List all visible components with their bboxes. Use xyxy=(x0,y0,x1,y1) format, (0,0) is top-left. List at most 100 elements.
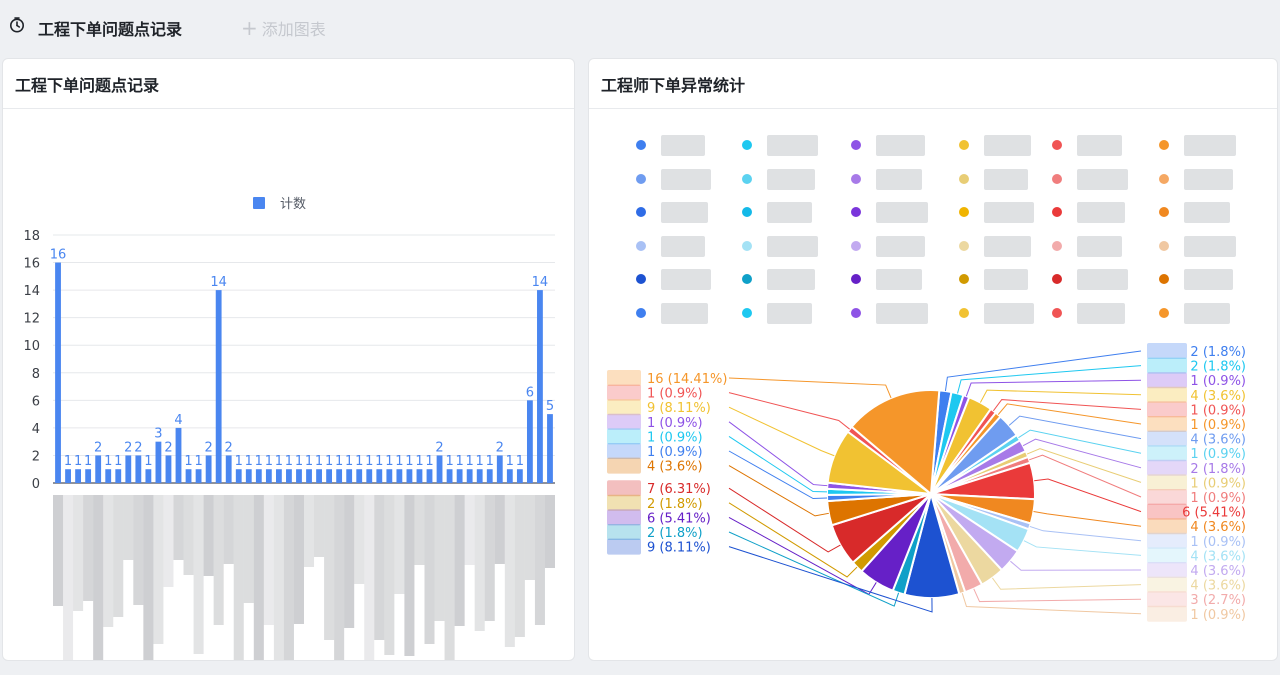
pie-slice[interactable] xyxy=(850,389,941,497)
bar[interactable] xyxy=(386,469,393,483)
bar[interactable] xyxy=(506,469,513,483)
legend-label-obscured[interactable] xyxy=(661,303,708,324)
legend-label-obscured[interactable] xyxy=(1077,236,1122,257)
bar[interactable] xyxy=(225,455,232,483)
bar[interactable] xyxy=(235,469,242,483)
bar[interactable] xyxy=(286,469,292,483)
legend-dot[interactable] xyxy=(957,205,971,219)
legend-dot[interactable] xyxy=(1157,272,1171,286)
legend-label[interactable]: 计数 xyxy=(280,197,306,212)
legend-dot[interactable] xyxy=(1050,239,1064,253)
legend-label-obscured[interactable] xyxy=(1184,236,1236,257)
bar[interactable] xyxy=(516,469,523,483)
legend-label-obscured[interactable] xyxy=(876,202,928,223)
legend-label-obscured[interactable] xyxy=(661,135,705,156)
bar[interactable] xyxy=(135,455,142,483)
bar[interactable] xyxy=(436,455,443,483)
legend-dot[interactable] xyxy=(1157,239,1171,253)
bar[interactable] xyxy=(346,469,353,483)
legend-dot[interactable] xyxy=(1050,272,1064,286)
legend-label-obscured[interactable] xyxy=(661,236,705,257)
bar[interactable] xyxy=(466,469,473,483)
legend-dot[interactable] xyxy=(634,172,648,186)
bar[interactable] xyxy=(296,469,302,483)
legend-label-obscured[interactable] xyxy=(1184,303,1230,324)
legend-dot[interactable] xyxy=(1050,306,1064,320)
legend-label-obscured[interactable] xyxy=(767,236,818,257)
legend-swatch[interactable] xyxy=(253,197,265,209)
legend-label-obscured[interactable] xyxy=(661,202,708,223)
legend-label-obscured[interactable] xyxy=(767,135,818,156)
legend-dot[interactable] xyxy=(849,306,863,320)
legend-dot[interactable] xyxy=(957,272,971,286)
legend-dot[interactable] xyxy=(1157,138,1171,152)
bar[interactable] xyxy=(366,469,373,483)
bar[interactable] xyxy=(205,455,212,483)
bar[interactable] xyxy=(105,469,112,483)
bar[interactable] xyxy=(316,469,322,483)
legend-dot[interactable] xyxy=(957,172,971,186)
legend-dot[interactable] xyxy=(1157,172,1171,186)
legend-dot[interactable] xyxy=(957,306,971,320)
legend-label-obscured[interactable] xyxy=(767,303,812,324)
bar[interactable] xyxy=(376,469,383,483)
bar[interactable] xyxy=(547,414,553,483)
legend-label-obscured[interactable] xyxy=(984,303,1034,324)
legend-label-obscured[interactable] xyxy=(984,236,1031,257)
legend-dot[interactable] xyxy=(957,239,971,253)
bar[interactable] xyxy=(165,455,172,483)
bar[interactable] xyxy=(245,469,252,483)
bar[interactable] xyxy=(396,469,403,483)
bar[interactable] xyxy=(145,469,152,483)
bar[interactable] xyxy=(326,469,333,483)
legend-label-obscured[interactable] xyxy=(1184,169,1233,190)
bar[interactable] xyxy=(496,455,503,483)
legend-dot[interactable] xyxy=(1157,205,1171,219)
legend-label-obscured[interactable] xyxy=(876,236,925,257)
bar[interactable] xyxy=(255,469,262,483)
legend-label-obscured[interactable] xyxy=(1184,269,1233,290)
bar[interactable] xyxy=(426,469,433,483)
bar[interactable] xyxy=(155,441,162,483)
legend-dot[interactable] xyxy=(849,205,863,219)
legend-dot[interactable] xyxy=(740,138,754,152)
legend-label-obscured[interactable] xyxy=(984,269,1028,290)
legend-label-obscured[interactable] xyxy=(767,269,815,290)
legend-label-obscured[interactable] xyxy=(1077,169,1128,190)
legend-dot[interactable] xyxy=(849,172,863,186)
legend-label-obscured[interactable] xyxy=(984,135,1031,156)
legend-dot[interactable] xyxy=(1157,306,1171,320)
legend-dot[interactable] xyxy=(957,138,971,152)
bar[interactable] xyxy=(406,469,413,483)
bar[interactable] xyxy=(125,455,132,483)
bar[interactable] xyxy=(95,455,102,483)
bar[interactable] xyxy=(275,469,282,483)
bar[interactable] xyxy=(336,469,343,483)
bar[interactable] xyxy=(175,427,182,483)
legend-label-obscured[interactable] xyxy=(876,135,925,156)
legend-label-obscured[interactable] xyxy=(984,169,1028,190)
legend-dot[interactable] xyxy=(1050,172,1064,186)
legend-label-obscured[interactable] xyxy=(1077,135,1122,156)
bar[interactable] xyxy=(356,469,363,483)
legend-label-obscured[interactable] xyxy=(1184,202,1230,223)
legend-label-obscured[interactable] xyxy=(876,269,922,290)
bar[interactable] xyxy=(416,469,423,483)
legend-label-obscured[interactable] xyxy=(661,169,711,190)
legend-label-obscured[interactable] xyxy=(876,303,928,324)
bar[interactable] xyxy=(185,469,192,483)
legend-dot[interactable] xyxy=(634,205,648,219)
legend-label-obscured[interactable] xyxy=(1184,135,1236,156)
bar[interactable] xyxy=(215,290,222,483)
bar[interactable] xyxy=(265,469,272,483)
legend-dot[interactable] xyxy=(740,205,754,219)
bar[interactable] xyxy=(456,469,463,483)
bar[interactable] xyxy=(526,400,533,483)
bar[interactable] xyxy=(55,262,61,483)
legend-dot[interactable] xyxy=(634,239,648,253)
bar[interactable] xyxy=(195,469,202,483)
legend-label-obscured[interactable] xyxy=(876,169,922,190)
legend-label-obscured[interactable] xyxy=(1077,303,1125,324)
legend-label-obscured[interactable] xyxy=(661,269,711,290)
legend-label-obscured[interactable] xyxy=(984,202,1034,223)
